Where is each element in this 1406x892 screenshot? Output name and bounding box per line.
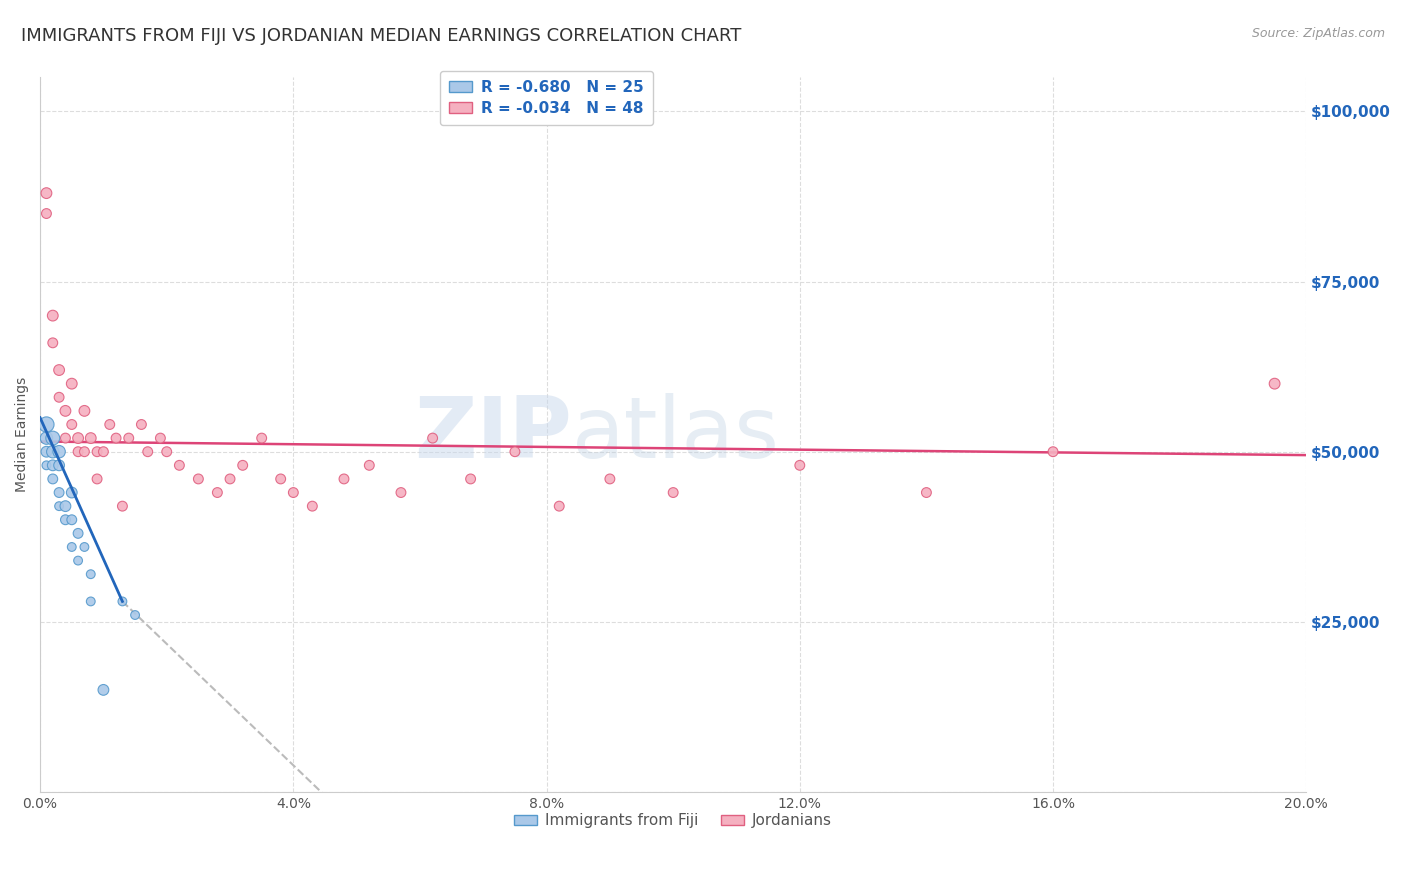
Point bbox=[80, 594, 103, 608]
Point bbox=[118, 431, 141, 445]
Point bbox=[80, 567, 103, 582]
Point bbox=[915, 485, 938, 500]
Point bbox=[42, 444, 65, 458]
Point bbox=[42, 309, 65, 323]
Point bbox=[232, 458, 254, 473]
Point bbox=[42, 431, 65, 445]
Point bbox=[250, 431, 273, 445]
Point bbox=[662, 485, 685, 500]
Point bbox=[503, 444, 526, 458]
Point bbox=[105, 431, 128, 445]
Point bbox=[48, 444, 70, 458]
Point bbox=[48, 458, 70, 473]
Point bbox=[789, 458, 811, 473]
Point bbox=[136, 444, 159, 458]
Point bbox=[93, 444, 115, 458]
Text: ZIP: ZIP bbox=[415, 393, 572, 476]
Point bbox=[270, 472, 292, 486]
Point bbox=[35, 417, 58, 432]
Point bbox=[42, 335, 65, 350]
Point bbox=[60, 376, 83, 391]
Point bbox=[207, 485, 229, 500]
Point bbox=[124, 607, 146, 622]
Text: IMMIGRANTS FROM FIJI VS JORDANIAN MEDIAN EARNINGS CORRELATION CHART: IMMIGRANTS FROM FIJI VS JORDANIAN MEDIAN… bbox=[21, 27, 741, 45]
Point bbox=[55, 513, 77, 527]
Text: Source: ZipAtlas.com: Source: ZipAtlas.com bbox=[1251, 27, 1385, 40]
Point bbox=[333, 472, 356, 486]
Point bbox=[86, 472, 108, 486]
Point bbox=[422, 431, 444, 445]
Point bbox=[149, 431, 172, 445]
Point bbox=[67, 431, 90, 445]
Point bbox=[219, 472, 242, 486]
Point bbox=[48, 363, 70, 377]
Point bbox=[35, 444, 58, 458]
Point bbox=[60, 540, 83, 554]
Point bbox=[283, 485, 305, 500]
Point bbox=[60, 485, 83, 500]
Point bbox=[111, 499, 134, 513]
Point bbox=[48, 485, 70, 500]
Point bbox=[169, 458, 191, 473]
Point bbox=[359, 458, 381, 473]
Point bbox=[73, 404, 96, 418]
Point bbox=[42, 458, 65, 473]
Point bbox=[48, 499, 70, 513]
Point bbox=[35, 458, 58, 473]
Point bbox=[93, 682, 115, 697]
Point bbox=[60, 417, 83, 432]
Y-axis label: Median Earnings: Median Earnings bbox=[15, 377, 30, 492]
Point bbox=[60, 513, 83, 527]
Point bbox=[599, 472, 621, 486]
Point bbox=[301, 499, 323, 513]
Point bbox=[73, 540, 96, 554]
Point bbox=[86, 444, 108, 458]
Point bbox=[48, 390, 70, 404]
Point bbox=[55, 499, 77, 513]
Point bbox=[73, 444, 96, 458]
Point bbox=[67, 553, 90, 567]
Text: atlas: atlas bbox=[572, 393, 780, 476]
Point bbox=[80, 431, 103, 445]
Point bbox=[548, 499, 571, 513]
Point bbox=[67, 444, 90, 458]
Point bbox=[67, 526, 90, 541]
Point bbox=[35, 431, 58, 445]
Point bbox=[187, 472, 209, 486]
Legend: Immigrants from Fiji, Jordanians: Immigrants from Fiji, Jordanians bbox=[509, 807, 838, 834]
Point bbox=[98, 417, 121, 432]
Point bbox=[460, 472, 482, 486]
Point bbox=[42, 472, 65, 486]
Point bbox=[1042, 444, 1064, 458]
Point bbox=[55, 404, 77, 418]
Point bbox=[55, 431, 77, 445]
Point bbox=[156, 444, 179, 458]
Point bbox=[389, 485, 412, 500]
Point bbox=[35, 186, 58, 201]
Point bbox=[131, 417, 153, 432]
Point bbox=[35, 206, 58, 220]
Point bbox=[111, 594, 134, 608]
Point bbox=[1264, 376, 1286, 391]
